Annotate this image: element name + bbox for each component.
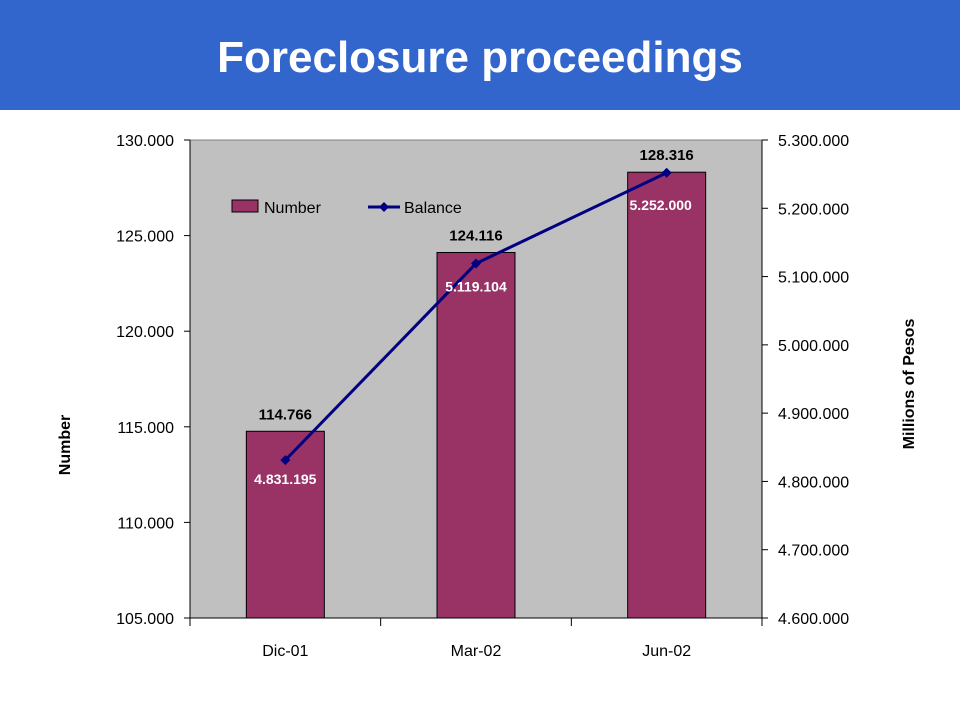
right-axis-tick-label: 4.700.000 <box>778 543 849 560</box>
right-axis-tick-label: 4.800.000 <box>778 474 849 491</box>
title-bar: Foreclosure proceedings <box>0 0 960 110</box>
legend-swatch-balance-marker <box>379 202 389 212</box>
legend-swatch-number <box>231 199 259 213</box>
bar-data-label: 128.316 <box>640 147 694 164</box>
balance-point <box>471 258 481 269</box>
left-axis-tick-label: 130.000 <box>116 133 174 150</box>
balance-data-label: 4.831.195 <box>254 471 316 487</box>
bar-data-label: 124.116 <box>449 228 502 245</box>
bar-data-label: 114.766 <box>259 406 312 423</box>
right-axis-title: Millions of Pesos <box>901 319 918 450</box>
balance-point <box>661 167 672 178</box>
right-axis-tick-label: 4.600.000 <box>778 611 849 628</box>
x-axis-tick-label: Dic-01 <box>262 643 308 660</box>
slide-title: Foreclosure proceedings <box>217 33 743 82</box>
left-axis-tick-label: 120.000 <box>116 324 174 341</box>
legend-label-number: Number <box>264 200 322 217</box>
left-axis-tick-label: 115.000 <box>117 420 174 437</box>
x-axis-tick-label: Jun-02 <box>642 643 691 660</box>
balance-point <box>280 455 291 466</box>
left-axis-tick-label: 125.000 <box>116 229 174 246</box>
left-axis-tick-label: 105.000 <box>116 611 174 628</box>
right-axis-tick-label: 5.000.000 <box>778 338 849 355</box>
bar-Mar-02 <box>436 252 516 619</box>
right-axis-tick-label: 4.900.000 <box>778 406 849 423</box>
left-axis-tick-label: 110.000 <box>117 515 174 532</box>
left-axis-title: Number <box>57 415 74 475</box>
x-axis-tick-label: Mar-02 <box>451 643 502 660</box>
right-axis-tick-label: 5.300.000 <box>778 133 849 150</box>
bar-Jun-02 <box>627 171 707 619</box>
legend-label-balance: Balance <box>404 200 462 217</box>
right-axis-tick-label: 5.100.000 <box>778 270 849 287</box>
balance-data-label: 5.252.000 <box>630 197 692 213</box>
balance-data-label: 5.119.104 <box>445 279 507 295</box>
right-axis-tick-label: 5.200.000 <box>778 201 849 218</box>
